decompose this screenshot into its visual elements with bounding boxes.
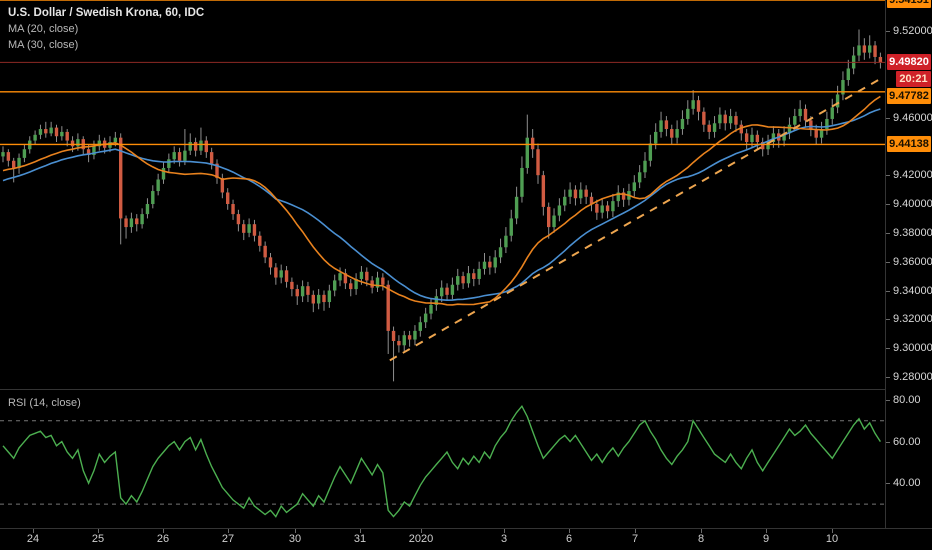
price-badge-20-21: 20:21 (896, 71, 931, 87)
price-badge-9-47782: 9.47782 (887, 88, 931, 104)
price-badge-9-54151: 9.54151 (887, 0, 931, 8)
time-tick-mark (635, 529, 636, 533)
price-tick-label: 9.28000 (893, 371, 932, 383)
price-tick-mark (886, 377, 890, 378)
time-axis-label[interactable]: 27 (221, 533, 235, 545)
time-tick-mark (228, 529, 229, 533)
time-axis[interactable]: 24 25 26 27 30 31 2020 3 6 7 8 9 10 (0, 529, 932, 550)
price-pane[interactable]: U.S. Dollar / Swedish Krona, 60, IDC MA … (0, 0, 885, 390)
time-tick-mark (360, 529, 361, 533)
time-axis-label[interactable]: 24 (26, 533, 40, 545)
rsi-tick-mark (886, 442, 890, 443)
time-tick-mark (421, 529, 422, 533)
time-tick-mark (832, 529, 833, 533)
time-axis-label[interactable]: 25 (91, 533, 105, 545)
time-tick-mark (98, 529, 99, 533)
time-tick-mark (701, 529, 702, 533)
rsi-line (2, 404, 881, 518)
price-tick-mark (886, 262, 890, 263)
price-axis[interactable]: 9.52000 9.46000 9.42000 9.40000 9.38000 9.360… (886, 0, 932, 528)
time-axis-label[interactable]: 30 (288, 533, 302, 545)
price-tick-mark (886, 118, 890, 119)
price-axis-separator (885, 0, 886, 550)
time-axis-separator (0, 528, 932, 529)
time-tick-mark (569, 529, 570, 533)
time-tick-mark (33, 529, 34, 533)
time-tick-mark (295, 529, 296, 533)
price-tick-label: 9.52000 (893, 25, 932, 37)
rsi-legend-label[interactable]: RSI (14, close) (8, 397, 81, 409)
ma30-line (2, 108, 881, 302)
price-tick-mark (886, 204, 890, 205)
rsi-tick-label: 60.00 (893, 436, 921, 448)
rsi-tick-label: 40.00 (893, 477, 921, 489)
ma20-line (2, 95, 881, 306)
price-tick-mark (886, 291, 890, 292)
price-tick-label: 9.38000 (893, 227, 932, 239)
price-tick-label: 9.30000 (893, 342, 932, 354)
time-axis-label[interactable]: 9 (762, 533, 770, 545)
price-tick-mark (886, 31, 890, 32)
rsi-pane[interactable]: RSI (14, close) (0, 390, 885, 528)
trendline[interactable] (389, 77, 883, 362)
price-badge-9-44138: 9.44138 (887, 136, 931, 152)
price-tick-label: 9.46000 (893, 112, 932, 124)
time-axis-label[interactable]: 26 (156, 533, 170, 545)
rsi-tick-mark (886, 483, 890, 484)
time-axis-label[interactable]: 8 (697, 533, 705, 545)
time-axis-label[interactable]: 2020 (408, 533, 434, 545)
price-tick-mark (886, 175, 890, 176)
time-axis-label[interactable]: 3 (500, 533, 508, 545)
candlestick-chart[interactable] (0, 0, 885, 390)
candles-layer (1, 29, 883, 382)
time-axis-label[interactable]: 10 (825, 533, 839, 545)
price-badge-9-49820: 9.49820 (887, 54, 931, 70)
time-axis-label[interactable]: 7 (631, 533, 639, 545)
time-axis-label[interactable]: 6 (565, 533, 573, 545)
price-tick-mark (886, 233, 890, 234)
rsi-tick-label: 80.00 (893, 394, 921, 406)
time-axis-label[interactable]: 31 (353, 533, 367, 545)
price-tick-label: 9.40000 (893, 198, 932, 210)
price-tick-mark (886, 348, 890, 349)
time-tick-mark (766, 529, 767, 533)
price-tick-label: 9.34000 (893, 285, 932, 297)
rsi-tick-mark (886, 400, 890, 401)
time-tick-mark (504, 529, 505, 533)
price-tick-label: 9.32000 (893, 313, 932, 325)
pane-separator (0, 389, 932, 390)
price-tick-label: 9.36000 (893, 256, 932, 268)
price-tick-label: 9.42000 (893, 169, 932, 181)
price-tick-mark (886, 319, 890, 320)
rsi-chart[interactable] (0, 390, 885, 528)
time-tick-mark (163, 529, 164, 533)
